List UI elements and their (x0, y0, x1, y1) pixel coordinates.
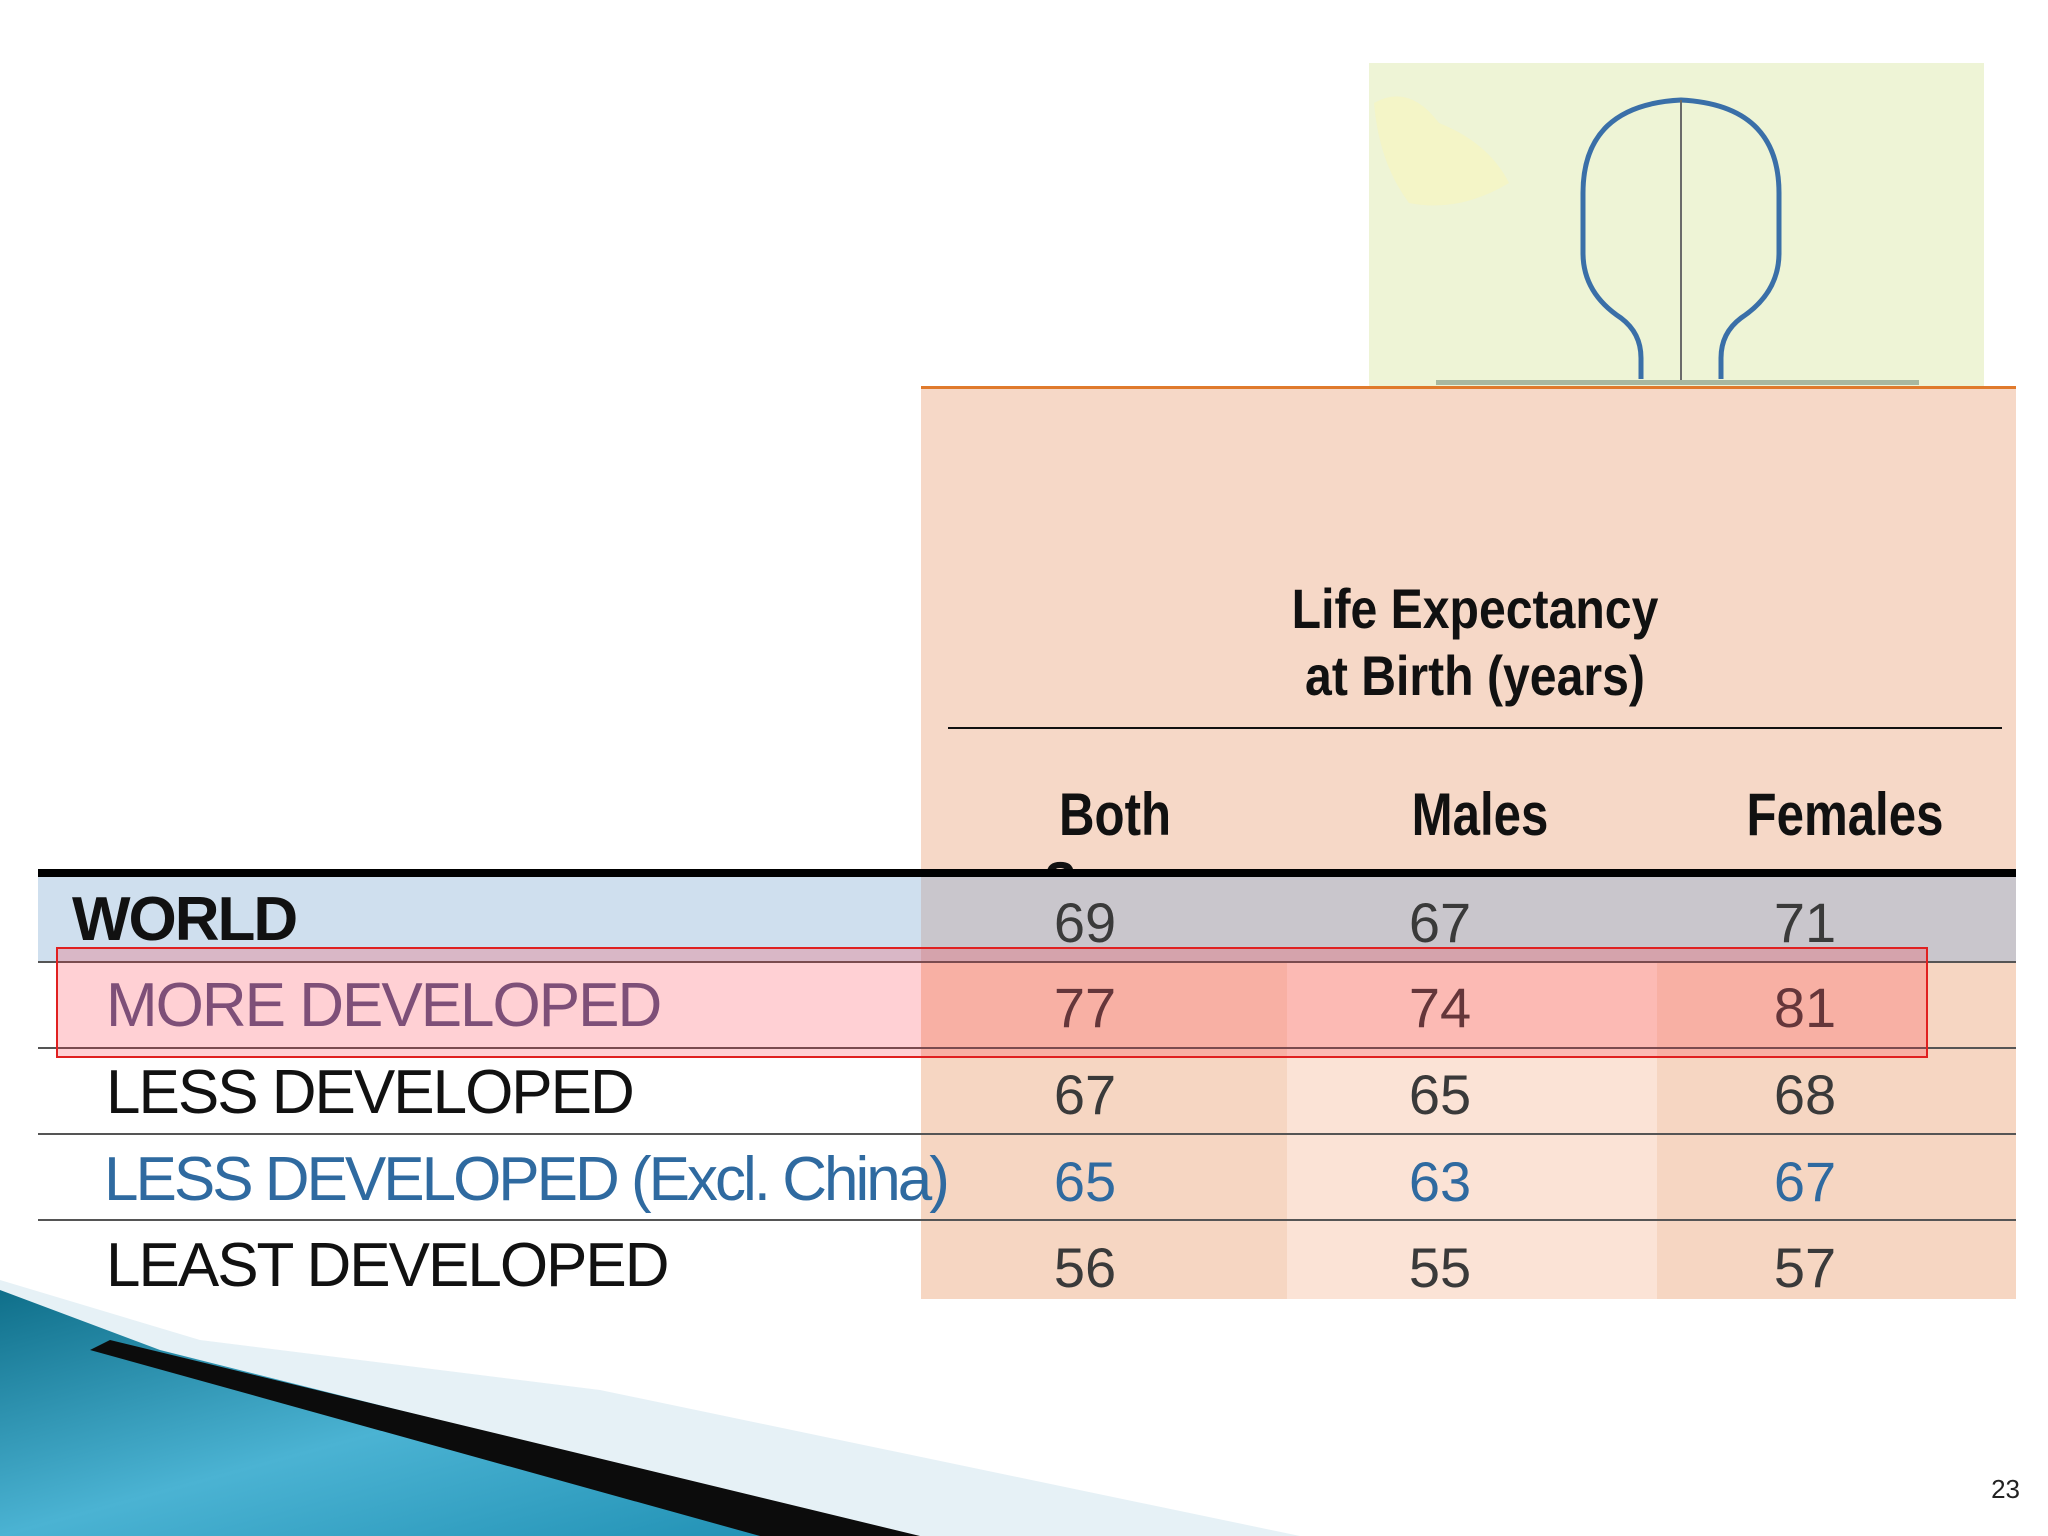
row-highlight-box (56, 947, 1928, 1058)
row-label-less-developed: LESS DEVELOPED (106, 1058, 635, 1127)
row-label-more-developed: MORE DEVELOPED (106, 971, 662, 1040)
cell-more-developed-both-sexes: 77 (1053, 976, 1117, 1039)
cell-least-developed-males: 55 (1408, 1236, 1472, 1299)
cell-least-developed-both-sexes: 56 (1053, 1236, 1117, 1299)
cell-less-developed-excl-china-females: 67 (1773, 1150, 1837, 1213)
cell-world-males: 67 (1408, 891, 1472, 954)
population-pyramid-illustration (1369, 63, 1984, 386)
row-divider (38, 1219, 2016, 1221)
row-divider (38, 961, 2016, 963)
cell-less-developed-females: 68 (1773, 1063, 1837, 1126)
column-header-females: Females (1746, 781, 1944, 848)
cell-world-females: 71 (1773, 891, 1837, 954)
title-underline (948, 727, 2002, 729)
row-label-least-developed: LEAST DEVELOPED (106, 1231, 670, 1300)
row-label-world: WORLD (72, 885, 298, 954)
table-title-line2: at Birth (years) (1305, 644, 1645, 707)
cell-less-developed-excl-china-males: 63 (1408, 1150, 1472, 1213)
cell-world-both-sexes: 69 (1053, 891, 1117, 954)
page-number: 23 (1991, 1474, 2020, 1504)
cell-less-developed-both-sexes: 67 (1053, 1063, 1117, 1126)
header-divider (38, 869, 2016, 877)
row-divider (38, 1047, 2016, 1049)
population-pyramid-icon (1374, 96, 1919, 385)
cell-less-developed-males: 65 (1408, 1063, 1472, 1126)
row-label-less-developed-excl-china: LESS DEVELOPED (Excl. China) (104, 1145, 950, 1214)
cell-least-developed-females: 57 (1773, 1236, 1837, 1299)
cell-more-developed-females: 81 (1773, 976, 1837, 1039)
table-header-panel (921, 386, 2016, 874)
row-divider (38, 1133, 2016, 1135)
cell-more-developed-males: 74 (1408, 976, 1472, 1039)
table-title-line1: Life Expectancy (1291, 577, 1659, 640)
cell-less-developed-excl-china-both-sexes: 65 (1053, 1150, 1117, 1213)
slide-corner-swoosh (0, 1280, 1300, 1536)
column-header-males: Males (1411, 781, 1549, 848)
